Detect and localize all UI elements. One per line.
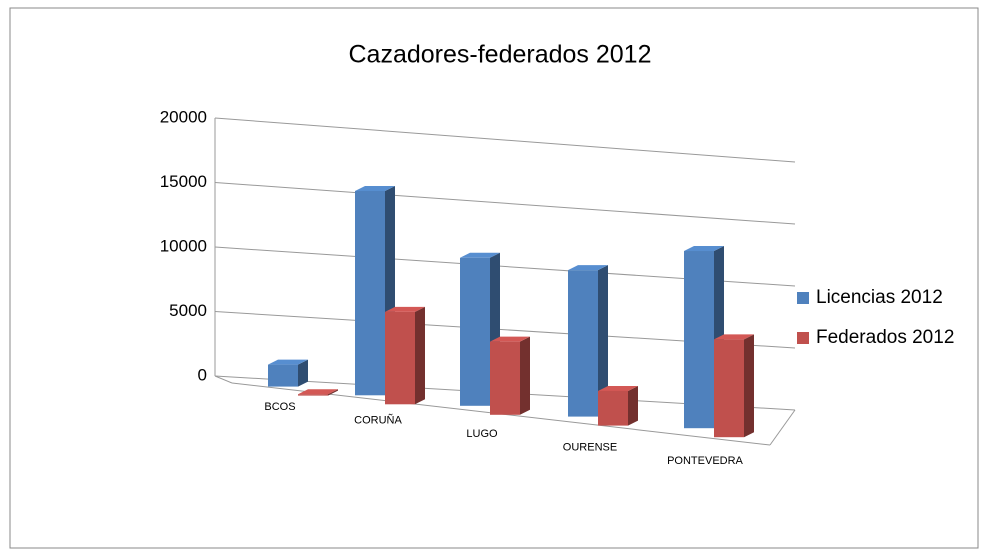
bar-side <box>298 359 308 387</box>
bar-top <box>460 252 500 258</box>
bar-side <box>744 334 754 438</box>
bar-top <box>385 306 425 312</box>
bar-side <box>628 385 638 426</box>
floor-right-edge <box>769 409 796 446</box>
bar-side <box>598 265 608 417</box>
bar-group <box>298 389 338 396</box>
x-tick-label: LUGO <box>466 428 498 440</box>
bar <box>714 339 744 438</box>
bar-side <box>520 336 530 415</box>
bar <box>355 190 385 396</box>
bar-top <box>268 359 308 365</box>
legend-label: Licencias 2012 <box>816 287 943 308</box>
bar <box>298 394 328 396</box>
grid-line <box>214 182 796 225</box>
bar-top <box>298 389 338 395</box>
legend-label: Federados 2012 <box>816 327 954 348</box>
bar-group <box>714 334 754 438</box>
y-tick-label: 20000 <box>160 107 207 126</box>
x-tick-label: CORUÑA <box>354 413 402 426</box>
bar <box>684 251 714 429</box>
y-tick-label: 0 <box>198 365 207 384</box>
bar <box>385 311 415 405</box>
bar-group <box>598 385 638 426</box>
bar-group <box>385 306 425 405</box>
bar <box>460 257 490 406</box>
bar-top <box>598 385 638 391</box>
bar-top <box>490 336 530 342</box>
x-tick-label: OURENSE <box>563 441 617 453</box>
legend-swatch <box>797 332 809 344</box>
bar-side <box>415 306 425 405</box>
bar-group <box>268 359 308 387</box>
bar <box>568 270 598 417</box>
bar-top <box>714 334 754 340</box>
y-tick-label: 5000 <box>169 301 207 320</box>
bar-group <box>490 336 530 415</box>
bar-top <box>355 185 395 191</box>
y-tick-label: 15000 <box>160 172 207 191</box>
bar <box>598 390 628 426</box>
y-tick-label: 10000 <box>160 236 207 255</box>
bar <box>490 341 520 415</box>
bar <box>268 364 298 387</box>
chart-title: Cazadores-federados 2012 <box>349 41 652 69</box>
grid-line <box>214 117 796 163</box>
bar-side <box>328 389 338 396</box>
bar-group <box>568 265 608 417</box>
x-tick-label: BCOS <box>264 401 295 413</box>
x-tick-label: PONTEVEDRA <box>667 455 743 467</box>
bar-top <box>568 265 608 271</box>
bar-top <box>684 246 724 252</box>
floor-left-edge <box>214 375 233 384</box>
legend-swatch <box>797 292 809 304</box>
